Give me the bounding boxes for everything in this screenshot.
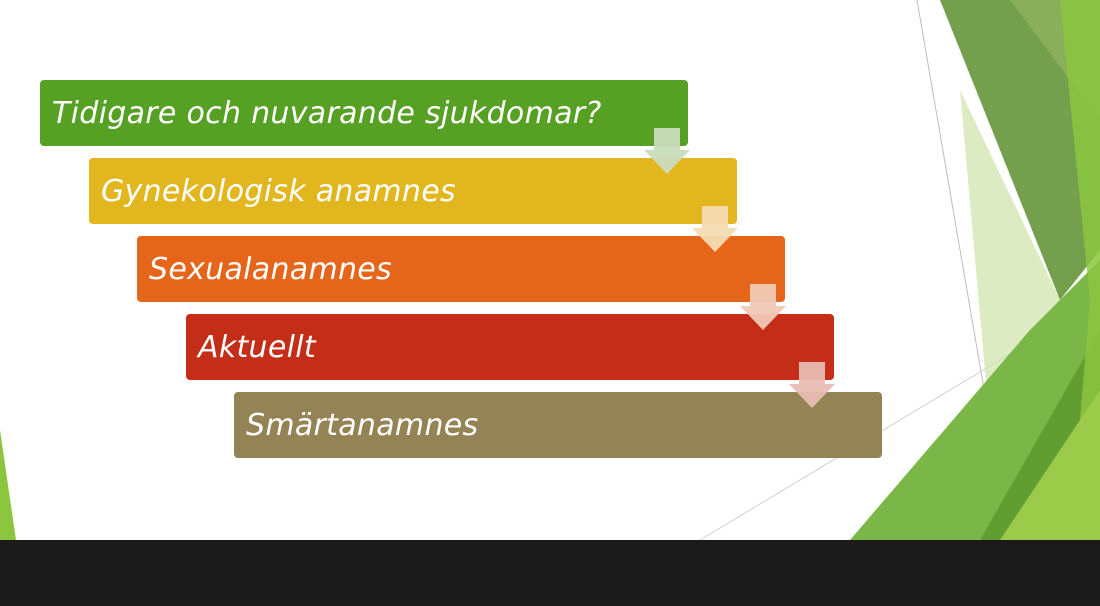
down-arrow-icon (789, 362, 835, 408)
down-arrow-icon (692, 206, 738, 252)
down-arrow-icon (644, 128, 690, 174)
step-1-label: Tidigare och nuvarande sjukdomar? (52, 95, 602, 131)
down-arrow-icon (740, 284, 786, 330)
step-3: Sexualanamnes (137, 236, 785, 302)
step-2-label: Gynekologisk anamnes (101, 173, 456, 209)
step-5-label: Smärtanamnes (246, 407, 479, 443)
step-4-label: Aktuellt (198, 329, 316, 365)
step-3-label: Sexualanamnes (149, 251, 392, 287)
step-5: Smärtanamnes (234, 392, 882, 458)
background-decoration (0, 0, 1100, 540)
slide: Tidigare och nuvarande sjukdomar? Gyneko… (0, 0, 1100, 540)
bottom-bar (0, 540, 1100, 606)
step-2: Gynekologisk anamnes (89, 158, 737, 224)
step-1: Tidigare och nuvarande sjukdomar? (40, 80, 688, 146)
step-4: Aktuellt (186, 314, 834, 380)
